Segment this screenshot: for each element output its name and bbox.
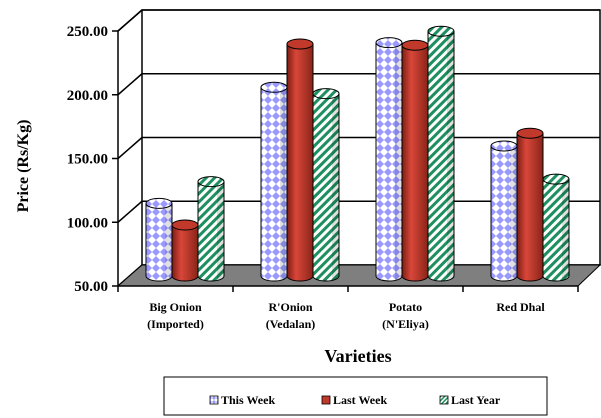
legend-item: Last Week (321, 393, 387, 407)
legend-label: This Week (221, 393, 275, 407)
y-tick-label: 50.00 (74, 279, 108, 295)
legend: This Week Last Week Last Year (163, 376, 548, 416)
x-tick-label: Potato (389, 300, 422, 314)
legend-swatch (321, 395, 331, 405)
legend-label: Last Year (451, 393, 501, 407)
bar-last-week (516, 127, 544, 282)
x-axis-title: Varieties (324, 346, 391, 366)
legend-item: This Week (209, 393, 275, 407)
bar-last-year (427, 25, 455, 282)
bar-this-week (145, 197, 173, 282)
x-tick-label: (N'Eliya) (382, 317, 429, 331)
left-wall-top (117, 9, 143, 32)
x-axis-categories: Big Onion (Imported) R'Onion (Vedalan) Potat… (117, 286, 579, 331)
bar-last-year (197, 176, 225, 282)
legend-swatch (209, 395, 219, 405)
y-tick-label: 250.00 (67, 24, 108, 40)
bars-layer (145, 25, 570, 282)
y-axis-title: Price (Rs/Kg) (15, 120, 32, 213)
bar-last-week (171, 219, 199, 282)
y-tick-label: 150.00 (67, 152, 108, 168)
gridline-diagonal (117, 136, 143, 160)
gridline-diagonal (117, 73, 143, 96)
x-tick-label: Red Dhal (496, 300, 545, 314)
bar-last-week (286, 38, 314, 282)
x-tick-label: R'Onion (268, 300, 312, 314)
legend-label: Last Week (333, 393, 387, 407)
bar-last-year (542, 173, 570, 282)
legend-swatch (439, 395, 449, 405)
y-tick-label: 100.00 (67, 215, 108, 231)
gridline-diagonal (117, 200, 143, 223)
bar-this-week (490, 140, 518, 282)
legend-item: Last Year (439, 393, 501, 407)
y-tick-label: 200.00 (67, 88, 108, 104)
y-axis-ticks: 50.00 100.00 150.00 200.00 250.00 (67, 24, 118, 295)
bar-last-year (312, 88, 340, 282)
x-tick-label: Big Onion (149, 300, 202, 314)
bar-this-week (375, 37, 403, 282)
x-tick-label: (Vedalan) (266, 317, 316, 331)
x-tick-label: (Imported) (147, 317, 204, 331)
bar-this-week (260, 81, 288, 282)
bar-last-week (401, 39, 429, 282)
